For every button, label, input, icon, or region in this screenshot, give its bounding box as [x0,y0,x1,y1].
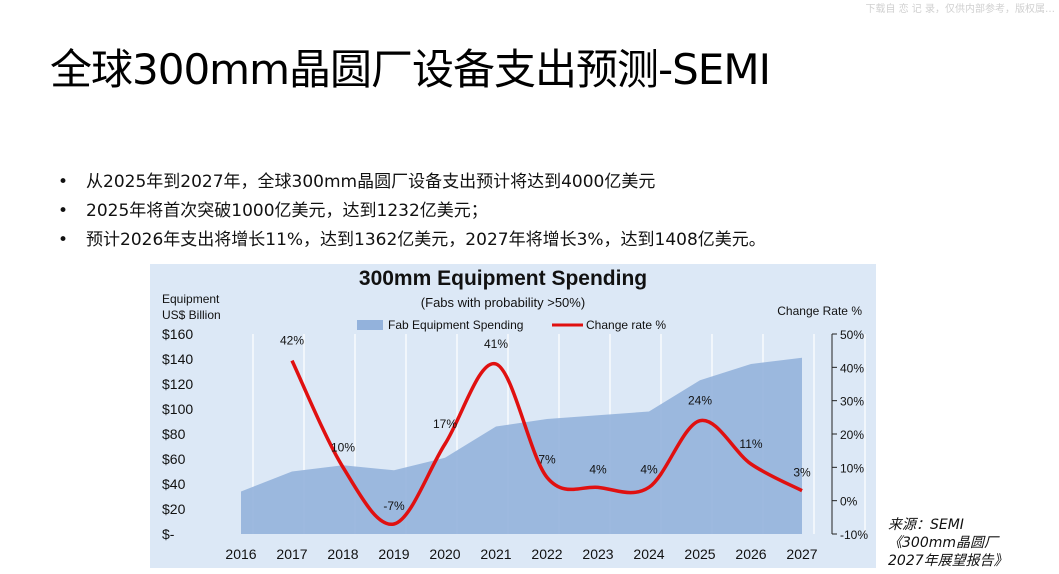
change-rate-label: 7% [538,452,556,466]
y-axis-left: $- $20 $40 $60 $80 $100 $120 $140 $160 [162,326,193,542]
change-rate-label: 3% [793,466,811,480]
x-tick-label: 2017 [276,546,307,562]
y-tick-left: $100 [162,401,193,417]
x-tick-label: 2023 [582,546,613,562]
y-tick-left: $120 [162,376,193,392]
y-tick-right: 30% [840,395,864,409]
chart-panel: 300mm Equipment Spending (Fabs with prob… [150,264,876,568]
bullet-item: • 从2025年到2027年，全球300mm晶圆厂设备支出预计将达到4000亿美元 [58,168,766,197]
bullet-item: • 2025年将首次突破1000亿美元，达到1232亿美元； [58,197,766,226]
change-rate-label: 24% [688,394,712,408]
watermark: 下载自 恋 记 录，仅供内部参考，版权属… [865,4,1055,15]
x-tick-label: 2016 [225,546,256,562]
legend-label-area: Fab Equipment Spending [388,318,523,332]
change-rate-label: 11% [739,437,762,451]
y-tick-left: $160 [162,326,193,342]
change-rate-labels: 42% 10% -7% 17% 41% 7% 4% 4% 24% 11% 3% [280,334,811,513]
x-tick-label: 2020 [429,546,460,562]
change-rate-label: 4% [589,462,607,476]
y-tick-right: 0% [840,495,858,509]
slide-title: 全球300mm晶圆厂设备支出预测-SEMI [50,45,771,94]
change-rate-label: 4% [640,462,658,476]
y-axis-right-label: Change Rate % [777,304,862,318]
y-axis-left-label: Equipment [162,292,220,306]
x-tick-label: 2027 [786,546,817,562]
x-axis: 2016 2017 2018 2019 2020 2021 2022 2023 2024 2025… [225,546,817,562]
spending-area [241,357,802,534]
y-tick-right: 20% [840,428,864,442]
source-note: 来源：SEMI 《300mm晶圆厂 2027年展望报告》 [888,516,1008,570]
bullet-marker: • [58,172,69,192]
y-tick-left: $60 [162,451,186,467]
y-tick-right: -10% [840,528,868,542]
bullet-text: 2025年将首次突破1000亿美元，达到1232亿美元； [86,201,488,221]
x-tick-label: 2026 [735,546,766,562]
change-rate-label: 41% [484,337,508,351]
chart-subtitle: (Fabs with probability >50%) [421,295,585,310]
x-tick-label: 2019 [378,546,409,562]
bullet-text: 从2025年到2027年，全球300mm晶圆厂设备支出预计将达到4000亿美元 [86,172,656,192]
x-tick-label: 2018 [327,546,358,562]
change-rate-label: 42% [280,334,304,348]
change-rate-label: 17% [433,417,457,431]
bullet-marker: • [58,201,69,221]
y-tick-right: 40% [840,361,864,375]
y-axis-left-label-unit: US$ Billion [162,308,221,322]
legend-label-line: Change rate % [586,318,666,332]
y-tick-right: 10% [840,461,864,475]
y-tick-right: 50% [840,328,864,342]
change-rate-label: -7% [383,499,405,513]
bullet-marker: • [58,230,69,250]
y-tick-left: $40 [162,476,186,492]
bullet-item: • 预计2026年支出将增长11%，达到1362亿美元，2027年将增长3%，达到… [58,226,766,255]
y-tick-left: $- [162,526,175,542]
source-line: 来源：SEMI [888,517,964,533]
x-tick-label: 2024 [633,546,664,562]
change-rate-label: 10% [331,440,355,454]
legend-swatch-area [357,320,383,330]
x-tick-label: 2021 [480,546,511,562]
y-axis-right: -10% 0% 10% 20% 30% 40% 50% [832,328,868,542]
bullet-list: • 从2025年到2027年，全球300mm晶圆厂设备支出预计将达到4000亿美元… [58,168,766,255]
source-line: 《300mm晶圆厂 [888,535,998,551]
source-line: 2027年展望报告》 [888,553,1008,569]
x-tick-label: 2022 [531,546,562,562]
change-rate-line [290,359,803,526]
x-tick-label: 2025 [684,546,715,562]
y-tick-left: $80 [162,426,186,442]
y-tick-left: $140 [162,351,193,367]
chart-title: 300mm Equipment Spending [359,267,647,290]
bullet-text: 预计2026年支出将增长11%，达到1362亿美元，2027年将增长3%，达到1… [86,230,766,250]
spending-chart: 300mm Equipment Spending (Fabs with prob… [162,267,868,562]
legend: Fab Equipment Spending Change rate % [357,318,666,332]
y-tick-left: $20 [162,501,186,517]
